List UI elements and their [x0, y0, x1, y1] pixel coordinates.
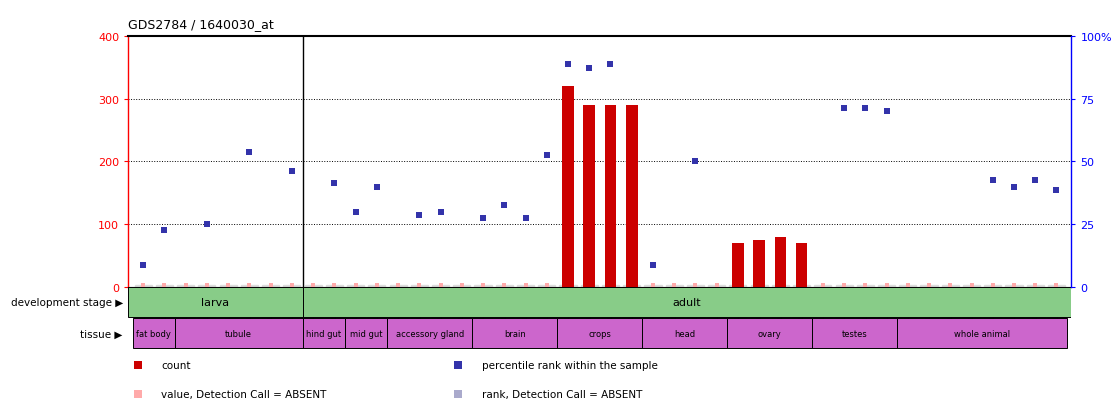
Text: tissue ▶: tissue ▶	[80, 328, 123, 339]
Bar	[897, 319, 1067, 349]
Text: whole animal: whole animal	[954, 329, 1010, 338]
Text: tubule: tubule	[225, 329, 252, 338]
Bar	[472, 319, 557, 349]
Text: value, Detection Call = ABSENT: value, Detection Call = ABSENT	[162, 389, 327, 399]
Bar	[128, 287, 302, 317]
Text: percentile rank within the sample: percentile rank within the sample	[482, 361, 657, 370]
Bar	[175, 319, 302, 349]
Bar	[562, 87, 574, 287]
Text: hind gut: hind gut	[306, 329, 341, 338]
Bar	[302, 319, 345, 349]
Text: head: head	[674, 329, 695, 338]
Bar	[345, 319, 387, 349]
Bar	[302, 287, 1071, 317]
Text: mid gut: mid gut	[350, 329, 383, 338]
Text: brain: brain	[504, 329, 526, 338]
Text: fat body: fat body	[136, 329, 171, 338]
Text: count: count	[162, 361, 191, 370]
Text: GDS2784 / 1640030_at: GDS2784 / 1640030_at	[128, 18, 275, 31]
Bar	[728, 319, 812, 349]
Bar	[732, 243, 743, 287]
Bar	[796, 243, 808, 287]
Bar	[812, 319, 897, 349]
Bar	[605, 106, 616, 287]
Bar	[775, 237, 787, 287]
Bar	[584, 106, 595, 287]
Bar	[626, 106, 637, 287]
Bar	[643, 319, 728, 349]
Text: crops: crops	[588, 329, 612, 338]
Text: adult: adult	[673, 297, 701, 308]
Text: ovary: ovary	[758, 329, 781, 338]
Text: testes: testes	[841, 329, 867, 338]
Bar	[753, 240, 764, 287]
Text: accessory gland: accessory gland	[396, 329, 464, 338]
Bar	[557, 319, 643, 349]
Bar	[133, 319, 175, 349]
Bar	[387, 319, 472, 349]
Text: development stage ▶: development stage ▶	[10, 297, 123, 308]
Text: rank, Detection Call = ABSENT: rank, Detection Call = ABSENT	[482, 389, 643, 399]
Text: larva: larva	[201, 297, 230, 308]
